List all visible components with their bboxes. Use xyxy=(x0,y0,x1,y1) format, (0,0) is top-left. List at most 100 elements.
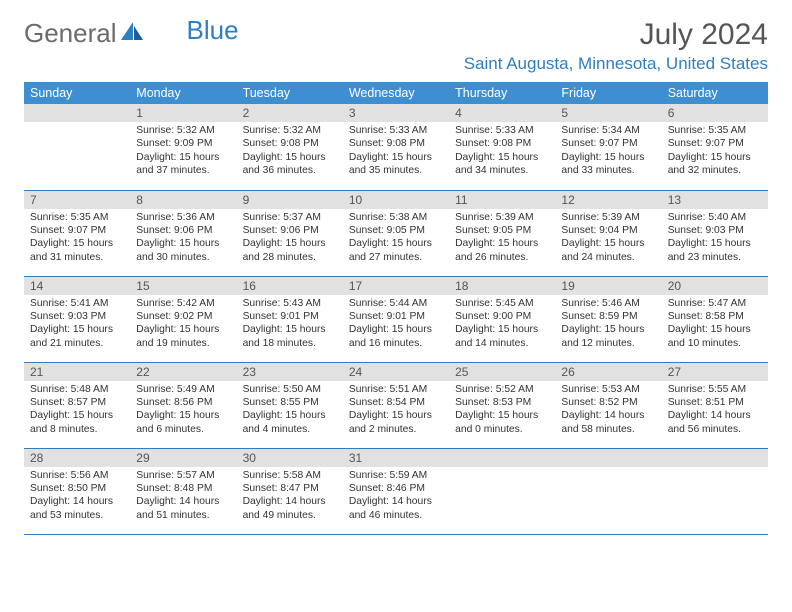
sunset-line: Sunset: 9:08 PM xyxy=(455,137,549,150)
day-cell: 3Sunrise: 5:33 AMSunset: 9:08 PMDaylight… xyxy=(343,104,449,190)
day-details: Sunrise: 5:49 AMSunset: 8:56 PMDaylight:… xyxy=(130,381,236,441)
day-cell: 6Sunrise: 5:35 AMSunset: 9:07 PMDaylight… xyxy=(662,104,768,190)
day-number: 29 xyxy=(130,449,236,467)
dow-header: Thursday xyxy=(449,82,555,104)
sunrise-line: Sunrise: 5:32 AM xyxy=(243,124,337,137)
sunrise-line: Sunrise: 5:32 AM xyxy=(136,124,230,137)
day-number: 15 xyxy=(130,277,236,295)
week-row: 7 Sunrise: 5:35 AMSunset: 9:07 PM Daylight… xyxy=(24,190,768,276)
day-number: 30 xyxy=(237,449,343,467)
week-row: 14Sunrise: 5:41 AMSunset: 9:03 PMDayligh… xyxy=(24,276,768,362)
daylight-line: Daylight: 14 hours and 46 minutes. xyxy=(349,495,443,522)
page-title: July 2024 xyxy=(464,18,768,52)
sunset-line: Sunset: 8:51 PM xyxy=(668,396,762,409)
sunrise-line: Sunrise: 5:50 AM xyxy=(243,383,337,396)
day-cell: 31Sunrise: 5:59 AMSunset: 8:46 PMDayligh… xyxy=(343,448,449,534)
daylight-line: Daylight: 15 hours and 35 minutes. xyxy=(349,151,443,178)
day-cell: 9Sunrise: 5:37 AMSunset: 9:06 PMDaylight… xyxy=(237,190,343,276)
daylight-line: Daylight: 15 hours and 24 minutes. xyxy=(561,237,655,264)
day-number: 11 xyxy=(449,191,555,209)
sunset-line: Sunset: 9:05 PM xyxy=(455,224,549,237)
sunset-line: Sunset: 9:03 PM xyxy=(30,310,124,323)
day-details: Sunrise: 5:58 AMSunset: 8:47 PMDaylight:… xyxy=(237,467,343,527)
daylight-line: Daylight: 15 hours and 8 minutes. xyxy=(30,409,124,436)
day-number: 17 xyxy=(343,277,449,295)
day-cell: 30Sunrise: 5:58 AMSunset: 8:47 PMDayligh… xyxy=(237,448,343,534)
day-number: 13 xyxy=(662,191,768,209)
sunrise-line: Sunrise: 5:47 AM xyxy=(668,297,762,310)
day-cell: 12Sunrise: 5:39 AMSunset: 9:04 PMDayligh… xyxy=(555,190,661,276)
day-cell: 16Sunrise: 5:43 AMSunset: 9:01 PMDayligh… xyxy=(237,276,343,362)
sunset-line: Sunset: 9:07 PM xyxy=(30,224,124,237)
week-row: 28Sunrise: 5:56 AMSunset: 8:50 PMDayligh… xyxy=(24,448,768,534)
day-details: Sunrise: 5:35 AMSunset: 9:07 PMDaylight:… xyxy=(662,122,768,182)
sunset-line: Sunset: 9:06 PM xyxy=(243,224,337,237)
day-number: 5 xyxy=(555,104,661,122)
day-cell: 2Sunrise: 5:32 AMSunset: 9:08 PMDaylight… xyxy=(237,104,343,190)
day-number: 14 xyxy=(24,277,130,295)
day-number: 7 xyxy=(24,191,130,209)
sunset-line: Sunset: 8:46 PM xyxy=(349,482,443,495)
sunset-line: Sunset: 9:08 PM xyxy=(349,137,443,150)
daylight-line: Daylight: 15 hours and 36 minutes. xyxy=(243,151,337,178)
day-number: 27 xyxy=(662,363,768,381)
sunset-line: Sunset: 9:01 PM xyxy=(349,310,443,323)
day-cell: 28Sunrise: 5:56 AMSunset: 8:50 PMDayligh… xyxy=(24,448,130,534)
daylight-line: Daylight: 15 hours and 6 minutes. xyxy=(136,409,230,436)
day-cell: 20Sunrise: 5:47 AMSunset: 8:58 PMDayligh… xyxy=(662,276,768,362)
day-number: 25 xyxy=(449,363,555,381)
daylight-line: Daylight: 15 hours and 0 minutes. xyxy=(455,409,549,436)
day-cell xyxy=(24,104,130,190)
day-details: Sunrise: 5:33 AMSunset: 9:08 PMDaylight:… xyxy=(343,122,449,182)
day-details: Sunrise: 5:32 AMSunset: 9:08 PMDaylight:… xyxy=(237,122,343,182)
daylight-line: Daylight: 15 hours and 2 minutes. xyxy=(349,409,443,436)
daylight-line: Daylight: 15 hours and 19 minutes. xyxy=(136,323,230,350)
sunset-line: Sunset: 8:54 PM xyxy=(349,396,443,409)
day-number: 18 xyxy=(449,277,555,295)
day-number: 23 xyxy=(237,363,343,381)
sunset-line: Sunset: 8:52 PM xyxy=(561,396,655,409)
sunrise-line: Sunrise: 5:37 AM xyxy=(243,211,337,224)
day-details: Sunrise: 5:32 AMSunset: 9:09 PMDaylight:… xyxy=(130,122,236,182)
sunrise-line: Sunrise: 5:35 AM xyxy=(668,124,762,137)
day-cell: 29Sunrise: 5:57 AMSunset: 8:48 PMDayligh… xyxy=(130,448,236,534)
daylight-line: Daylight: 15 hours and 10 minutes. xyxy=(668,323,762,350)
day-cell: 15Sunrise: 5:42 AMSunset: 9:02 PMDayligh… xyxy=(130,276,236,362)
day-cell: 14Sunrise: 5:41 AMSunset: 9:03 PMDayligh… xyxy=(24,276,130,362)
sunrise-line: Sunrise: 5:39 AM xyxy=(455,211,549,224)
sunset-line: Sunset: 9:07 PM xyxy=(668,137,762,150)
day-number: 26 xyxy=(555,363,661,381)
brand-text-2: Blue xyxy=(187,15,239,46)
day-cell: 22Sunrise: 5:49 AMSunset: 8:56 PMDayligh… xyxy=(130,362,236,448)
day-cell: 4Sunrise: 5:33 AMSunset: 9:08 PMDaylight… xyxy=(449,104,555,190)
location-text: Saint Augusta, Minnesota, United States xyxy=(464,54,768,74)
dow-header: Saturday xyxy=(662,82,768,104)
day-number: 10 xyxy=(343,191,449,209)
day-details: Sunrise: 5:50 AMSunset: 8:55 PMDaylight:… xyxy=(237,381,343,441)
day-cell: 24Sunrise: 5:51 AMSunset: 8:54 PMDayligh… xyxy=(343,362,449,448)
sunrise-line: Sunrise: 5:33 AM xyxy=(455,124,549,137)
sunset-line: Sunset: 9:05 PM xyxy=(349,224,443,237)
sunrise-line: Sunrise: 5:35 AM xyxy=(30,211,124,224)
dow-header: Wednesday xyxy=(343,82,449,104)
daylight-line: Daylight: 14 hours and 49 minutes. xyxy=(243,495,337,522)
sunrise-line: Sunrise: 5:53 AM xyxy=(561,383,655,396)
sunset-line: Sunset: 9:04 PM xyxy=(561,224,655,237)
day-number: 21 xyxy=(24,363,130,381)
daylight-line: Daylight: 15 hours and 28 minutes. xyxy=(243,237,337,264)
daylight-line: Daylight: 15 hours and 18 minutes. xyxy=(243,323,337,350)
daylight-line: Daylight: 15 hours and 4 minutes. xyxy=(243,409,337,436)
daylight-line: Daylight: 14 hours and 56 minutes. xyxy=(668,409,762,436)
day-number: 28 xyxy=(24,449,130,467)
sunrise-line: Sunrise: 5:57 AM xyxy=(136,469,230,482)
sunrise-line: Sunrise: 5:52 AM xyxy=(455,383,549,396)
sunset-line: Sunset: 8:47 PM xyxy=(243,482,337,495)
daylight-line: Daylight: 15 hours and 33 minutes. xyxy=(561,151,655,178)
sunset-line: Sunset: 9:03 PM xyxy=(668,224,762,237)
day-details: Sunrise: 5:34 AMSunset: 9:07 PMDaylight:… xyxy=(555,122,661,182)
day-number: 12 xyxy=(555,191,661,209)
sunrise-line: Sunrise: 5:58 AM xyxy=(243,469,337,482)
daylight-line: Daylight: 15 hours and 16 minutes. xyxy=(349,323,443,350)
sunset-line: Sunset: 9:00 PM xyxy=(455,310,549,323)
dow-row: SundayMondayTuesdayWednesdayThursdayFrid… xyxy=(24,82,768,104)
